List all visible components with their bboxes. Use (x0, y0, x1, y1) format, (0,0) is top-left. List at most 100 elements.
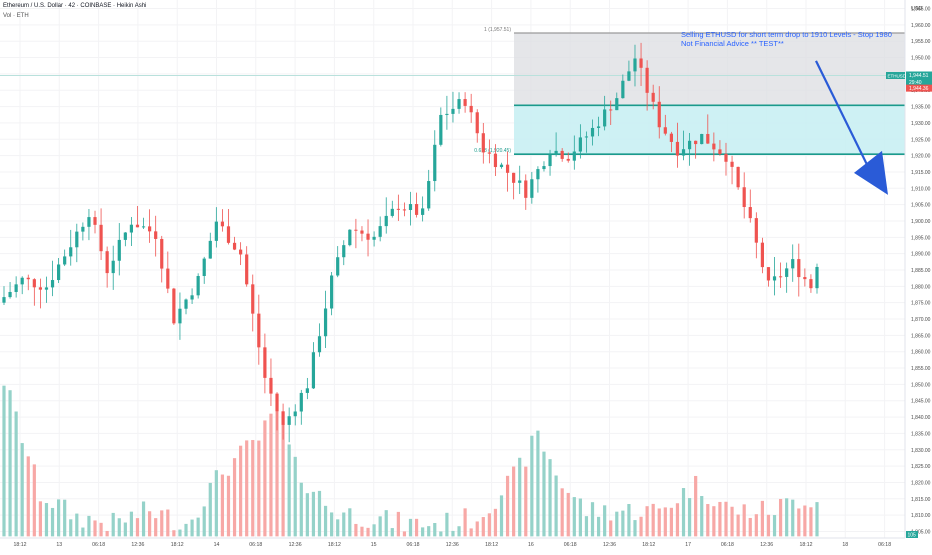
candle-body (530, 179, 534, 198)
projection-arrow[interactable] (815, 60, 888, 195)
candle-body (354, 229, 358, 231)
candle-body (803, 277, 807, 280)
volume-bar (69, 519, 73, 537)
volume-bar (245, 440, 249, 537)
candle-body (657, 101, 661, 128)
candle-body (396, 208, 400, 210)
volume-bar (269, 413, 273, 537)
candle-body (245, 254, 249, 285)
volume-bar (596, 516, 601, 537)
candle-body (184, 299, 188, 309)
volume-bar (718, 501, 722, 537)
volume-bar (184, 523, 188, 537)
candle-body (32, 279, 36, 288)
candle-body (730, 161, 734, 167)
idea-annotation[interactable]: Selling ETHUSD for short term drop to 19… (681, 30, 892, 48)
volume-bar (2, 385, 6, 537)
price-axis[interactable]: USD1,965.001,960.001,955.001,950.001,940… (886, 0, 932, 550)
candle-body (651, 92, 655, 102)
candle-body (44, 287, 49, 290)
candle-body (305, 388, 309, 393)
candle-body (748, 207, 752, 219)
candle-body (590, 127, 595, 137)
candle-body (202, 258, 206, 277)
symbol-legend[interactable]: Ethereum / U.S. Dollar · 42 · COINBASE ·… (3, 3, 147, 9)
candle-body (754, 218, 758, 243)
volume-bar (639, 516, 643, 537)
time-tick-label: 12:36 (131, 542, 144, 548)
volume-bar (160, 510, 164, 537)
volume-bar (360, 526, 364, 537)
candle-body (421, 208, 425, 215)
candle-body (87, 217, 91, 227)
price-tick-label: 1,845.00 (911, 399, 931, 405)
volume-bar (220, 474, 225, 537)
symbol-tag-label: ETHUSD (888, 74, 907, 79)
candle-body (578, 137, 582, 152)
volume-bar (93, 520, 97, 537)
fib-zone-lower (514, 105, 905, 155)
candle-body (475, 112, 479, 134)
volume-bar (530, 435, 534, 537)
volume-bar (366, 527, 370, 537)
time-tick-label: 17 (685, 542, 691, 548)
volume-bar (469, 528, 473, 537)
candle-body (463, 99, 467, 106)
price-tick-label: 1,935.00 (911, 105, 931, 111)
price-tick-label: 1,860.00 (911, 350, 931, 356)
volume-bar (354, 523, 358, 537)
time-axis[interactable]: 18:12 13 06:18 12:36 18:12 14 06:18 12:36 18:12 1… (0, 537, 905, 548)
volume-bar (681, 488, 686, 537)
candle-body (603, 109, 607, 127)
candle-body (93, 217, 97, 225)
volume-bar (645, 506, 649, 537)
price-axis-bg (905, 0, 932, 550)
candle-body (445, 113, 449, 115)
volume-bar (633, 520, 637, 537)
volume-bar (433, 522, 437, 537)
volume-bar (396, 511, 400, 537)
candle-body (323, 308, 328, 337)
candle-body (633, 58, 637, 72)
candle-body (518, 180, 522, 183)
time-tick-label: 12:36 (603, 542, 616, 548)
candle-body (129, 224, 134, 233)
volume-legend[interactable]: Vol · ETH (3, 13, 29, 19)
candle-body (791, 259, 795, 269)
candle-body (548, 154, 552, 167)
volume-bar (815, 502, 819, 537)
volume-bar (317, 490, 322, 537)
time-tick-label: 12:36 (760, 542, 773, 548)
candle-body (208, 240, 212, 259)
volume-bar (669, 507, 673, 537)
volume-bar (336, 519, 340, 537)
candle-body (712, 143, 716, 150)
volume-bar (81, 527, 85, 537)
price-tick-label: 1,815.00 (911, 497, 931, 503)
candle-body (724, 153, 728, 162)
candle-body (348, 229, 352, 246)
price-tick-label: 1,910.00 (911, 186, 931, 192)
corner-badge (906, 531, 918, 538)
volume-bar (760, 500, 764, 537)
price-tick-label: 1,900.00 (911, 219, 931, 225)
price-tick-label: 1,825.00 (911, 464, 931, 470)
volume-bar (554, 475, 558, 537)
time-tick-label: 06:18 (721, 542, 734, 548)
arrow-head (854, 150, 888, 195)
volume-bar (342, 512, 346, 537)
candle-body (57, 264, 61, 281)
candle-body (681, 149, 686, 156)
candle-body (50, 280, 55, 288)
candle-body (536, 169, 540, 180)
price-tick-label: 1,895.00 (911, 235, 931, 241)
candle-body (772, 276, 777, 281)
volume-bar (590, 502, 595, 537)
candle-body (105, 251, 109, 274)
volume-bar (208, 482, 212, 537)
time-tick-label: 12:36 (289, 542, 302, 548)
candle-body (706, 133, 710, 144)
volume-bar (232, 458, 237, 537)
